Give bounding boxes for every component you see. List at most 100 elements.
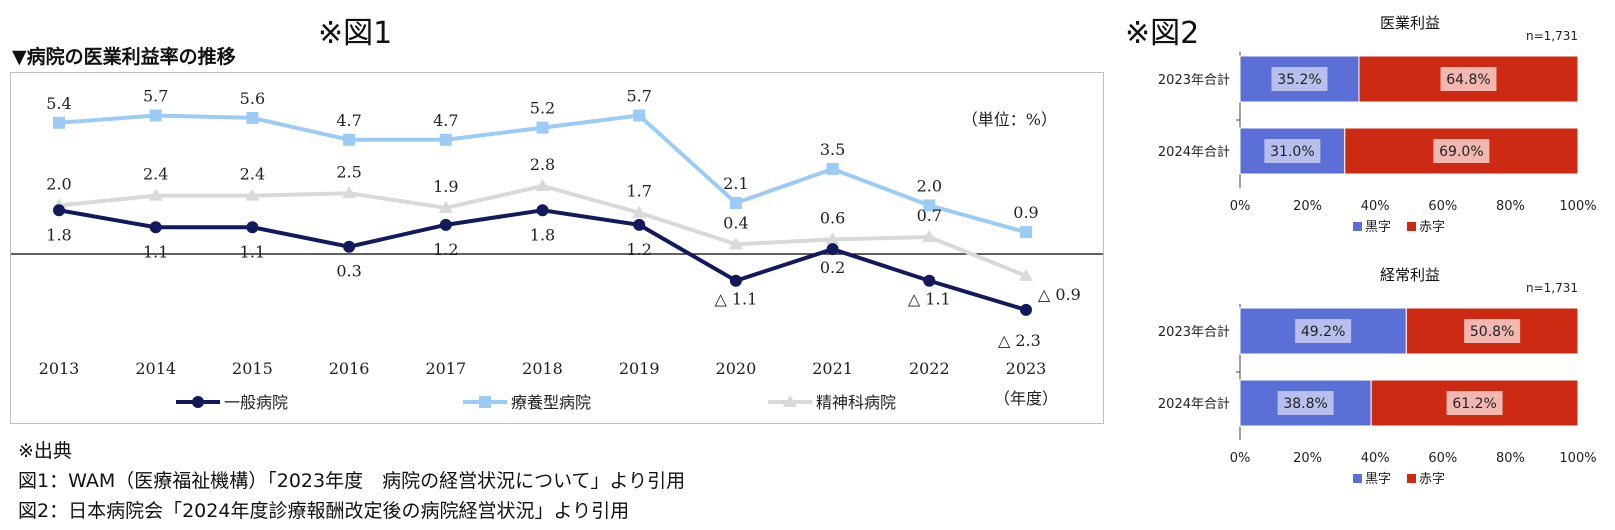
data-label-精神科病院-2021: 0.6 (820, 208, 845, 227)
data-label-一般病院-2013: 1.8 (46, 225, 71, 244)
point-療養型病院-2023 (1020, 226, 1032, 239)
legend-label-精神科病院: 精神科病院 (816, 393, 896, 412)
point-精神科病院-2018 (535, 178, 550, 191)
x-tick-label-80%: 80% (1496, 451, 1525, 466)
data-label-精神科病院-2014: 2.4 (143, 165, 168, 184)
chart1-title: ▼病院の医業利益率の推移 (12, 46, 236, 68)
point-一般病院-2020 (729, 274, 742, 287)
data-label-精神科病院-2019: 1.7 (626, 182, 651, 201)
unit-label: （単位：%） (962, 110, 1057, 129)
legend-label-療養型病院: 療養型病院 (511, 393, 591, 412)
legend-label-赤字: 赤字 (1419, 472, 1445, 487)
point-療養型病院-2021 (826, 162, 839, 175)
data-label-精神科病院-2016: 2.5 (336, 162, 361, 181)
category-label-2023年合計: 2023年合計 (1158, 324, 1230, 340)
data-label-精神科病院-2013: 2.0 (46, 174, 71, 193)
x-tick-label-0%: 0% (1230, 199, 1251, 214)
source-line-2: 図2：日本病院会「2024年度診療報酬改定後の病院経営状況」より引用 (18, 500, 630, 522)
data-label-赤字-2023年合計: 64.8% (1446, 72, 1490, 88)
point-療養型病院-2013 (53, 116, 65, 129)
point-療養型病院-2020 (729, 196, 742, 209)
x-tick-label-2020: 2020 (716, 359, 757, 378)
point-精神科病院-2015 (245, 188, 260, 201)
point-一般病院-2017 (439, 218, 452, 231)
legend-marker-療養型病院 (479, 396, 491, 408)
point-精神科病院-2021 (825, 232, 840, 245)
data-label-bg-黒字-2023年合計 (1295, 319, 1352, 343)
data-label-黒字-2023年合計: 49.2% (1301, 324, 1345, 340)
point-療養型病院-2022 (923, 199, 936, 212)
data-label-精神科病院-2018: 2.8 (530, 155, 555, 174)
legend-swatch-黒字 (1353, 222, 1362, 231)
data-label-療養型病院-2021: 3.5 (820, 140, 845, 159)
x-tick-label-60%: 60% (1428, 451, 1457, 466)
point-療養型病院-2017 (439, 133, 452, 146)
point-療養型病院-2019 (633, 109, 646, 122)
point-一般病院-2019 (633, 218, 646, 231)
data-label-療養型病院-2020: 2.1 (723, 174, 748, 193)
data-label-精神科病院-2020: 0.4 (723, 213, 748, 232)
data-label-bg-黒字-2024年合計 (1277, 391, 1334, 415)
x-tick-label-40%: 40% (1361, 451, 1390, 466)
x-tick-label-100%: 100% (1559, 199, 1596, 214)
x-tick-label-2017: 2017 (425, 359, 466, 378)
x-tick-label-2023: 2023 (1006, 359, 1047, 378)
data-label-bg-赤字-2023年合計 (1440, 67, 1497, 91)
x-tick-label-80%: 80% (1496, 199, 1525, 214)
n-label: n=1,731 (1526, 281, 1578, 295)
point-一般病院-2018 (536, 204, 549, 217)
point-精神科病院-2022 (922, 229, 937, 242)
x-tick-label-40%: 40% (1361, 199, 1390, 214)
data-label-療養型病院-2017: 4.7 (433, 111, 458, 130)
point-一般病院-2021 (826, 243, 839, 256)
x-tick-label-2015: 2015 (232, 359, 273, 378)
point-療養型病院-2016 (343, 133, 356, 146)
x-tick-label-2016: 2016 (329, 359, 370, 378)
x-tick-label-60%: 60% (1428, 199, 1457, 214)
data-label-療養型病院-2019: 5.7 (626, 86, 651, 105)
legend-marker-精神科病院 (783, 395, 797, 407)
figure1-label: ※図1 (318, 16, 393, 51)
data-label-一般病院-2018: 1.8 (530, 225, 555, 244)
point-精神科病院-2014 (148, 188, 163, 201)
data-label-療養型病院-2023: 0.9 (1013, 203, 1038, 222)
data-label-精神科病院-2015: 2.4 (240, 165, 265, 184)
source-heading: ※出典 (18, 440, 72, 462)
point-一般病院-2022 (923, 274, 936, 287)
point-一般病院-2023 (1020, 303, 1032, 316)
point-一般病院-2013 (53, 204, 65, 217)
point-一般病院-2014 (149, 221, 162, 234)
x-tick-label-2021: 2021 (812, 359, 853, 378)
legend-label-黒字: 黒字 (1365, 472, 1391, 487)
data-label-赤字-2024年合計: 69.0% (1439, 144, 1483, 160)
data-label-一般病院-2023: △ 2.3 (998, 331, 1041, 350)
data-label-bg-赤字-2024年合計 (1433, 139, 1490, 163)
legend-marker-一般病院 (192, 396, 204, 408)
data-label-bg-黒字-2023年合計 (1271, 67, 1328, 91)
point-一般病院-2015 (246, 221, 259, 234)
data-label-一般病院-2016: 0.3 (336, 262, 361, 281)
point-精神科病院-2020 (728, 237, 743, 250)
category-label-2023年合計: 2023年合計 (1158, 72, 1230, 88)
x-tick-label-0%: 0% (1230, 451, 1251, 466)
category-label-2024年合計: 2024年合計 (1158, 144, 1230, 160)
point-療養型病院-2018 (536, 121, 549, 134)
legend-swatch-赤字 (1407, 474, 1416, 483)
point-療養型病院-2014 (149, 109, 162, 122)
legend-swatch-黒字 (1353, 474, 1362, 483)
data-label-精神科病院-2023: △ 0.9 (1038, 285, 1081, 304)
x-tick-label-100%: 100% (1559, 451, 1596, 466)
data-label-bg-黒字-2024年合計 (1264, 139, 1321, 163)
x-tick-label-20%: 20% (1293, 199, 1322, 214)
data-label-bg-赤字-2023年合計 (1464, 319, 1521, 343)
bar-chart-title: 医業利益 (1380, 14, 1440, 32)
data-label-一般病院-2020: △ 1.1 (714, 290, 757, 309)
figure2-label: ※図2 (1125, 16, 1200, 51)
bar-chart-経常利益: 経常利益 n=1,731 2023年合計 49.2% 50.8% 2024年合計 38.8%… (1158, 266, 1597, 487)
data-label-精神科病院-2017: 1.9 (433, 177, 458, 196)
x-tick-label-2019: 2019 (619, 359, 660, 378)
data-label-一般病院-2019: 1.2 (626, 240, 651, 259)
legend-label-赤字: 赤字 (1419, 220, 1445, 235)
x-tick-label-20%: 20% (1293, 451, 1322, 466)
point-精神科病院-2016 (342, 186, 357, 199)
